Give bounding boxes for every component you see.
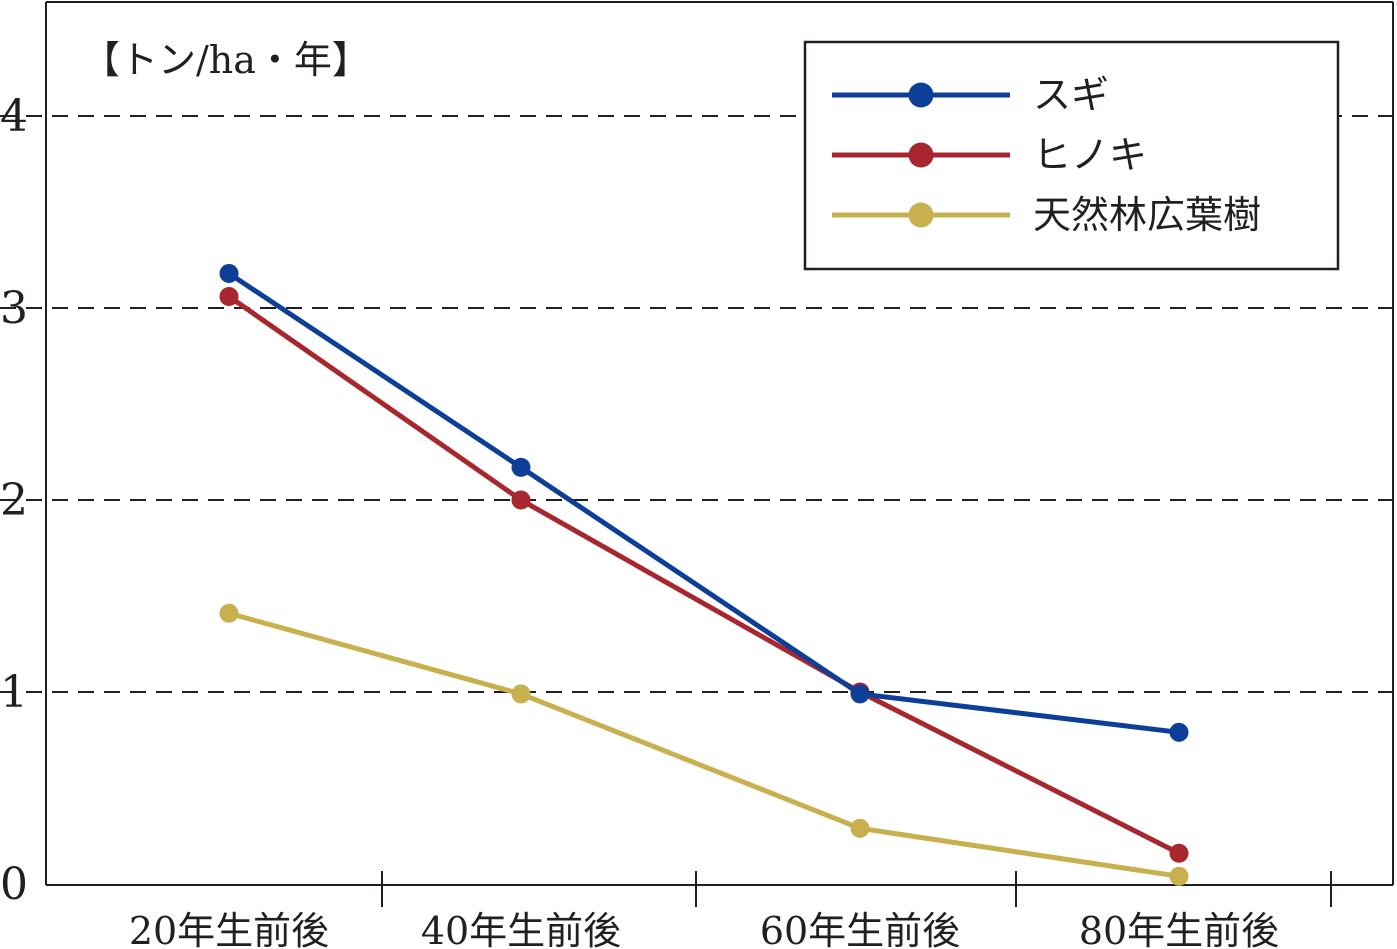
x-tick-label-2: 40年生前後 [421, 909, 621, 949]
data-point-s3-4 [1169, 866, 1189, 886]
series-2 [219, 286, 1189, 863]
data-point-s2-4 [1169, 843, 1189, 863]
x-axis-ticks: 20年生前後 40年生前後 60年生前後 80年生前後 [129, 871, 1332, 949]
legend-label-2: ヒノキ [1033, 133, 1147, 177]
series-3 [219, 603, 1189, 886]
y-axis-ticks: 0 1 2 3 4 [0, 91, 28, 910]
x-tick-label-4: 80年生前後 [1079, 909, 1279, 949]
data-point-s1-1 [219, 263, 239, 283]
y-tick-label-1: 1 [0, 667, 28, 718]
data-point-s1-4 [1169, 722, 1189, 742]
legend-item-3: 天然林広葉樹 [832, 193, 1261, 237]
series-line-2 [227, 294, 1181, 856]
data-point-s1-3 [850, 684, 870, 704]
legend-item-1: スギ [832, 73, 1109, 117]
y-tick-label-0: 0 [0, 859, 28, 910]
data-point-s2-1 [219, 286, 239, 306]
legend-item-2: ヒノキ [832, 133, 1147, 177]
series-lines [219, 263, 1189, 886]
x-tick-label-1: 20年生前後 [129, 909, 329, 949]
legend-label-3: 天然林広葉樹 [1033, 193, 1261, 237]
legend-swatch-marker-3 [908, 202, 934, 228]
legend-swatch-marker-1 [908, 82, 934, 108]
data-point-s1-2 [511, 457, 531, 477]
plot-frame [45, 1, 1394, 886]
y-tick-label-2: 2 [0, 475, 28, 526]
legend-label-1: スギ [1033, 73, 1109, 117]
series-line-1 [227, 271, 1180, 735]
series-1 [219, 263, 1189, 742]
y-axis-unit-label: 【トン/ha・年】 [82, 38, 370, 82]
legend-swatch-marker-2 [908, 142, 934, 168]
y-tick-label-4: 4 [0, 91, 28, 142]
data-point-s3-3 [850, 818, 870, 838]
y-tick-label-3: 3 [0, 283, 28, 334]
data-point-s2-2 [511, 490, 531, 510]
x-tick-label-3: 60年生前後 [760, 909, 960, 949]
data-point-s3-2 [511, 684, 531, 704]
series-line-3 [228, 610, 1180, 879]
data-point-s3-1 [219, 603, 239, 623]
